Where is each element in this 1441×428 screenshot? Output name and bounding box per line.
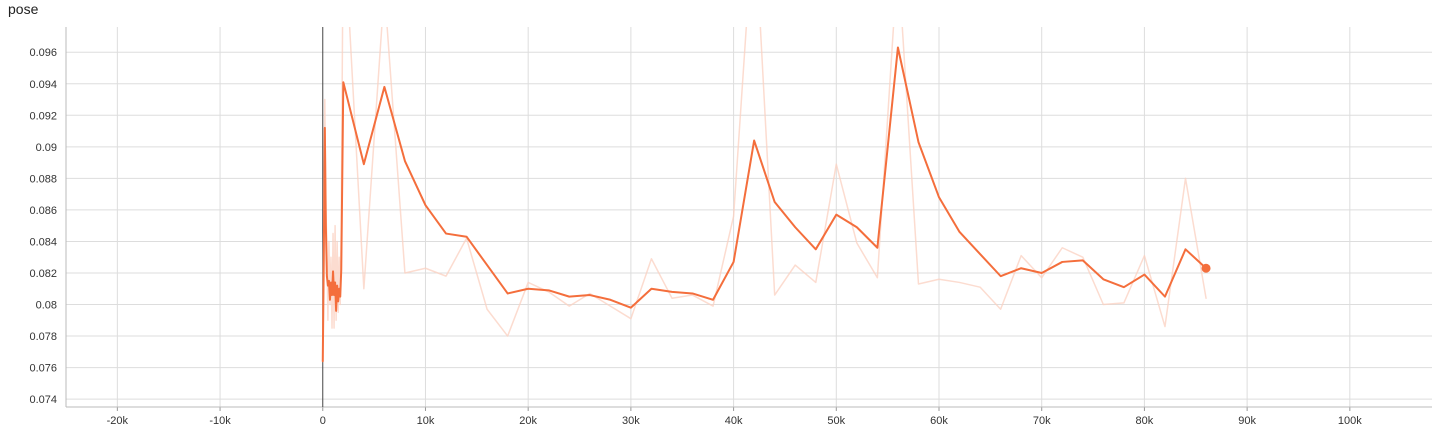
y-tick-label: 0.088 (29, 173, 57, 185)
y-tick-label: 0.092 (29, 110, 57, 122)
y-tick-label: 0.076 (29, 363, 57, 375)
grid (66, 27, 1432, 407)
x-tick-label: 100k (1338, 415, 1362, 427)
x-tick-label: 80k (1136, 415, 1154, 427)
x-tick-label: -10k (209, 415, 231, 427)
x-tick-label: 50k (827, 415, 845, 427)
raw-series-line (322, 27, 1207, 361)
x-tick-label: 90k (1238, 415, 1256, 427)
x-tick-label: 30k (622, 415, 640, 427)
smoothed-series-line (321, 46, 1208, 363)
x-tick-label: 10k (417, 415, 435, 427)
y-tick-label: 0.074 (29, 394, 57, 406)
chart-title: pose (8, 1, 39, 17)
y-tick-label: 0.094 (29, 79, 57, 91)
y-tick-label: 0.078 (29, 331, 57, 343)
x-tick-label: 60k (930, 415, 948, 427)
x-tick-label: 20k (519, 415, 537, 427)
y-tick-label: 0.08 (36, 300, 57, 312)
y-tick-label: 0.09 (36, 142, 57, 154)
axes (65, 27, 1432, 411)
x-tick-label: 40k (725, 415, 743, 427)
last-point-marker[interactable] (1201, 263, 1211, 273)
x-tick-label: 0 (320, 415, 326, 427)
series-group (321, 27, 1211, 363)
tick-labels: 0.074 0.076 0.078 0.08 0.082 0.084 0.086 0.088 0… (29, 47, 1362, 427)
x-tick-label: -20k (107, 415, 129, 427)
y-tick-label: 0.096 (29, 47, 57, 59)
y-tick-label: 0.082 (29, 268, 57, 280)
x-tick-label: 70k (1033, 415, 1051, 427)
y-tick-label: 0.086 (29, 205, 57, 217)
y-tick-label: 0.084 (29, 236, 57, 248)
